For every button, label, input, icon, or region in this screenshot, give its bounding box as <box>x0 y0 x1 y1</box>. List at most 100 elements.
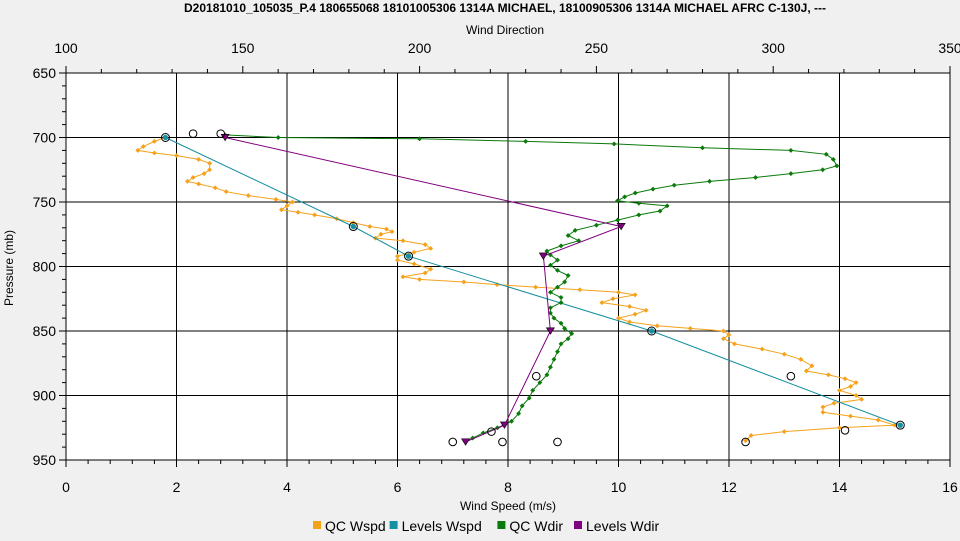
data-point <box>547 262 553 268</box>
data-point <box>551 356 557 362</box>
data-point <box>654 323 660 329</box>
bottom-tick-label: 0 <box>62 479 70 495</box>
data-point <box>671 182 677 188</box>
data-point <box>820 167 826 173</box>
data-point <box>593 222 599 228</box>
data-point <box>748 432 754 439</box>
data-point <box>508 418 515 424</box>
data-point <box>599 300 605 306</box>
data-point <box>572 227 578 233</box>
bottom-tick-label: 12 <box>721 479 737 495</box>
y-tick-label: 950 <box>33 452 57 468</box>
data-point <box>428 245 434 251</box>
data-point <box>523 138 529 144</box>
data-point <box>554 284 561 290</box>
data-point <box>530 387 536 393</box>
extra-marker-circle <box>531 371 541 381</box>
data-point <box>720 328 727 334</box>
data-point <box>781 351 787 357</box>
data-point <box>275 134 281 141</box>
data-point <box>350 223 356 230</box>
data-point <box>196 181 202 187</box>
data-point <box>836 425 843 431</box>
data-point <box>537 380 543 386</box>
legend-label: Levels Wspd <box>402 518 482 534</box>
data-point <box>699 145 706 151</box>
y-tick-label: 900 <box>33 388 57 404</box>
legend-label: QC Wspd <box>325 518 386 534</box>
top-tick-label: 100 <box>54 40 78 56</box>
data-point <box>196 156 202 162</box>
data-point <box>611 141 617 147</box>
data-point <box>825 372 832 378</box>
data-point <box>278 207 285 213</box>
data-point-outline <box>160 133 170 142</box>
data-point <box>516 411 522 417</box>
data-point <box>220 134 230 142</box>
data-point <box>554 349 561 355</box>
data-point <box>519 403 525 409</box>
bottom-tick-label: 14 <box>832 479 848 495</box>
data-point <box>820 404 826 410</box>
top-tick-label: 300 <box>762 40 786 56</box>
data-point <box>632 311 638 317</box>
y-tick-label: 750 <box>33 194 57 210</box>
top-tick-label: 250 <box>585 40 609 56</box>
data-point <box>726 332 732 338</box>
data-point <box>411 261 417 267</box>
data-point <box>853 392 859 399</box>
top-tick-label: 350 <box>938 40 960 56</box>
legend-swatch <box>497 521 506 529</box>
data-point <box>752 174 759 181</box>
data-point <box>295 209 301 215</box>
data-point <box>207 167 213 173</box>
data-point-outline <box>895 420 905 430</box>
data-point <box>664 203 670 209</box>
data-point <box>636 212 642 218</box>
data-point <box>648 328 655 334</box>
legend-item-qc-wspd: QC Wspd <box>313 518 386 534</box>
data-point <box>615 289 622 295</box>
data-point <box>461 438 471 446</box>
data-point <box>562 325 568 331</box>
data-point <box>781 429 787 435</box>
data-point <box>151 138 157 144</box>
y-tick-label: 650 <box>33 65 57 81</box>
data-point <box>731 341 738 347</box>
data-point <box>831 400 837 406</box>
data-point <box>743 438 749 444</box>
data-point <box>897 422 903 428</box>
data-point <box>545 327 555 335</box>
series-line <box>224 137 623 443</box>
legend-item-qc-wdir: QC Wdir <box>497 518 563 534</box>
data-point <box>284 203 290 209</box>
data-point <box>626 303 633 310</box>
y-axis-title: Pressure (mb) <box>2 230 16 306</box>
data-point <box>558 243 564 249</box>
axes: 0 2 4 6 8 10 12 14 16 100 150 200 250 300 350 650 700 750… <box>33 40 960 495</box>
data-point <box>615 198 621 204</box>
data-point <box>411 249 417 255</box>
data-point <box>577 287 583 293</box>
data-point <box>558 320 564 326</box>
legend-item-levels-wdir: Levels Wdir <box>574 518 659 534</box>
data-point <box>417 276 423 282</box>
data-point <box>312 212 318 218</box>
data-point <box>554 267 561 273</box>
extra-marker-circle <box>553 437 562 447</box>
data-point <box>558 341 564 347</box>
legend-label: Levels Wdir <box>586 518 659 534</box>
legend: QC Wspd Levels Wspd QC Wdir Levels Wdir <box>313 518 659 534</box>
extra-marker-circle <box>487 427 496 436</box>
legend-swatch <box>574 521 582 529</box>
top-tick-label: 150 <box>231 40 255 56</box>
data-point <box>632 292 638 298</box>
data-point <box>245 192 251 199</box>
data-point <box>842 376 848 382</box>
data-point <box>461 279 467 285</box>
bottom-tick-label: 8 <box>504 479 512 495</box>
data-point <box>615 217 621 223</box>
bottom-tick-label: 16 <box>942 479 958 495</box>
data-point <box>417 136 423 142</box>
data-point <box>405 253 412 259</box>
